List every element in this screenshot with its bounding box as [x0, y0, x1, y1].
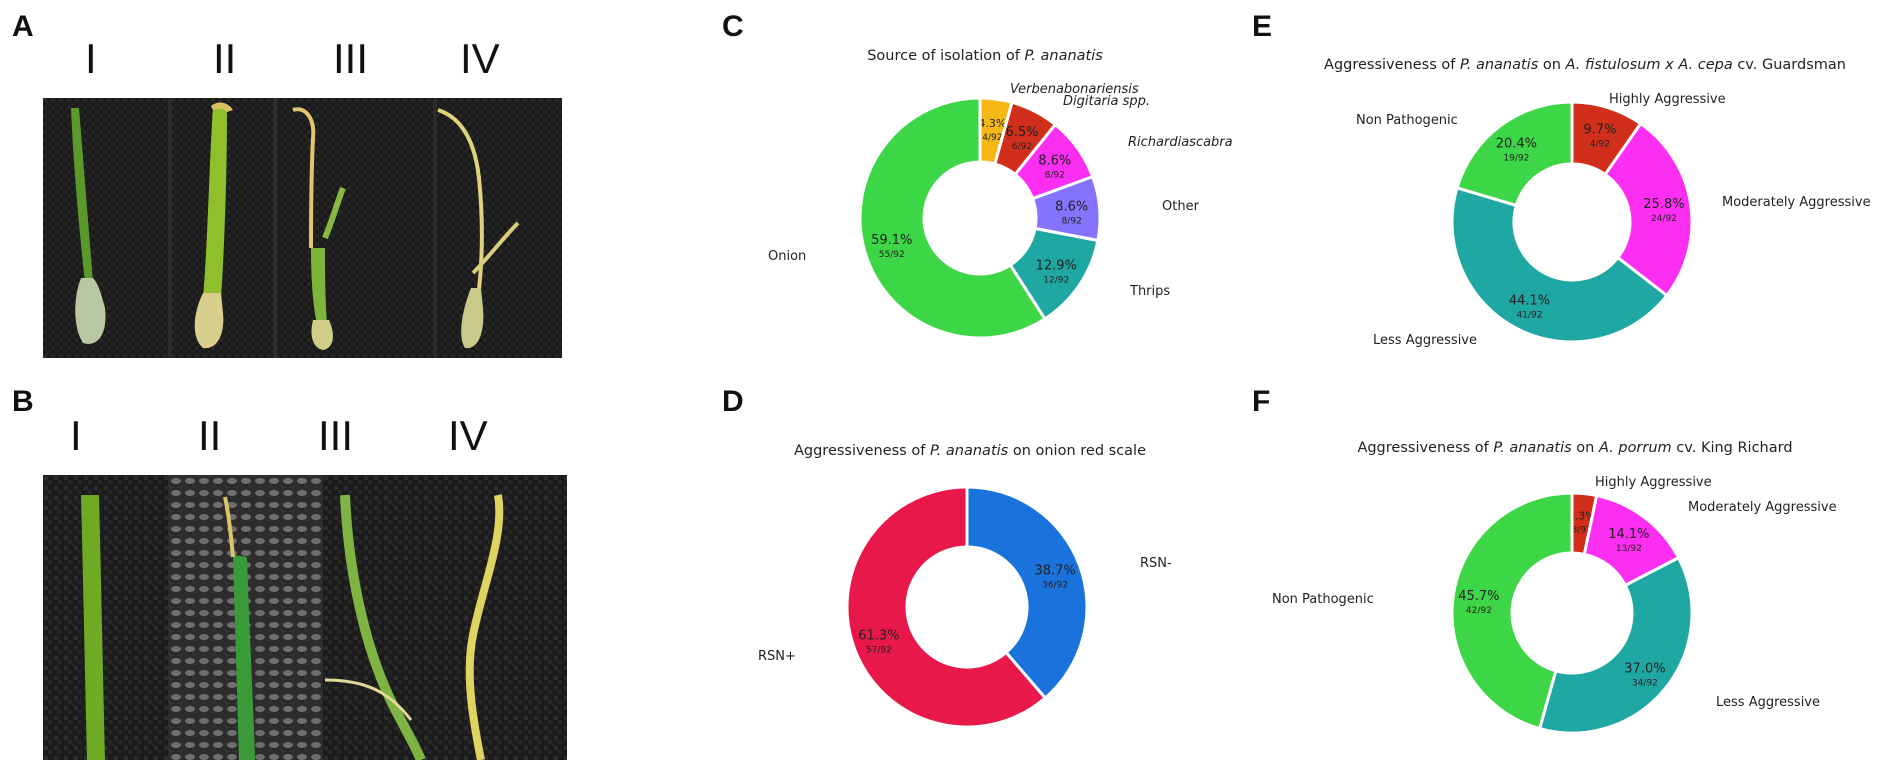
slice-count-label: 57/92	[866, 646, 892, 656]
slice-count-label: 34/92	[1632, 678, 1658, 688]
slice-count-label: 4/92	[982, 133, 1002, 143]
chart-title-part: cv. Guardsman	[1733, 57, 1846, 73]
slice-percent-label: 44.1%	[1509, 294, 1550, 309]
photo-b-label-4: IV	[448, 412, 488, 459]
chart-title-part: P. ananatis	[1025, 48, 1104, 64]
chart-title-part: Aggressiveness of	[794, 443, 930, 459]
chart-title-part: A. porrum	[1598, 440, 1672, 456]
slice-percent-label: 25.8%	[1643, 197, 1684, 212]
slice-category-label: Moderately Aggressive	[1688, 500, 1837, 515]
photo-panel-b	[43, 475, 567, 760]
pie-slice-rsn-	[965, 485, 1089, 701]
slice-category-label: Less Aggressive	[1716, 695, 1820, 710]
chart-title-part: P. ananatis	[1493, 440, 1572, 456]
panel-label-f: F	[1252, 385, 1271, 418]
pie-chart-f: Aggressiveness of P. ananatis on A. porr…	[1272, 440, 1837, 735]
chart-title-part: A. fistulosum x A. cepa	[1565, 57, 1733, 73]
pie-slice-less-aggressive	[1537, 555, 1694, 735]
slice-category-label: Verbenabonariensis	[1010, 82, 1139, 97]
chart-title-part: cv. King Richard	[1672, 440, 1793, 456]
chart-title-part: Source of isolation of	[867, 48, 1024, 64]
photo-b-label-3: III	[318, 412, 354, 459]
slice-category-label: RSN-	[1140, 556, 1172, 571]
pie-slice-rsn-	[845, 485, 1048, 729]
slice-category-label: Highly Aggressive	[1609, 92, 1726, 107]
slice-count-label: 19/92	[1503, 153, 1529, 163]
slice-category-label: Moderately Aggressive	[1722, 195, 1871, 210]
slice-percent-label: 37.0%	[1624, 661, 1665, 676]
slice-count-label: 36/92	[1042, 580, 1068, 590]
slice-category-label: Thrips	[1129, 284, 1170, 299]
panel-label-c: C	[722, 10, 744, 43]
panel-label-d: D	[722, 385, 744, 418]
chart-title: Source of isolation of P. ananatis	[867, 48, 1103, 64]
photo-a-label-3: III	[333, 35, 369, 82]
pie-slice-non-pathogenic	[1455, 100, 1574, 208]
pie-chart-c: Source of isolation of P. ananatis 4.3% 4/…	[768, 48, 1233, 340]
chart-title-part: on	[1572, 440, 1599, 456]
slice-count-label: 6/92	[1012, 142, 1032, 152]
slice-category-label: Other	[1162, 199, 1200, 214]
pie-chart-d: Aggressiveness of P. ananatis on onion r…	[758, 443, 1172, 729]
slice-count-label: 3/92	[1572, 526, 1592, 536]
slice-percent-label: 38.7%	[1034, 563, 1075, 578]
photo-panel-a	[43, 98, 562, 358]
slice-category-label: Onion	[768, 249, 806, 264]
slice-category-label: Highly Aggressive	[1595, 475, 1712, 490]
photo-a-label-4: IV	[460, 35, 500, 82]
slice-count-label: 8/92	[1062, 216, 1082, 226]
pie-slice-moderately-aggressive	[1603, 121, 1694, 298]
seedling-photo-a	[43, 98, 562, 358]
slice-percent-label: 4.3%	[978, 117, 1006, 130]
pie-slice-non-pathogenic	[1450, 491, 1574, 731]
slice-percent-label: 8.6%	[1038, 153, 1071, 168]
photo-b-label-2: II	[198, 412, 222, 459]
photo-a-label-1: I	[85, 35, 97, 82]
chart-title-part: on	[1538, 57, 1565, 73]
slice-percent-label: 6.5%	[1006, 125, 1039, 140]
slice-count-label: 13/92	[1616, 544, 1642, 554]
chart-title: Aggressiveness of P. ananatis on A. porr…	[1357, 440, 1792, 456]
slice-category-label: Richardiascabra	[1128, 135, 1233, 150]
seedling-photo-b	[43, 475, 567, 760]
slice-count-label: 8/92	[1045, 170, 1065, 180]
chart-title-part: Aggressiveness of	[1357, 440, 1493, 456]
slice-percent-label: 3.3%	[1568, 510, 1596, 523]
slice-category-label: Digitaria spp.	[1063, 94, 1150, 109]
slice-count-label: 55/92	[879, 250, 905, 260]
slice-count-label: 42/92	[1466, 606, 1492, 616]
slice-category-label: Non Pathogenic	[1272, 592, 1374, 607]
pie-slice-onion	[858, 96, 1048, 340]
slice-percent-label: 20.4%	[1496, 136, 1537, 151]
chart-title-part: P. ananatis	[930, 443, 1009, 459]
slice-category-label: Less Aggressive	[1373, 333, 1477, 348]
slice-percent-label: 8.6%	[1055, 199, 1088, 214]
photo-a-label-2: II	[213, 35, 237, 82]
slice-percent-label: 9.7%	[1583, 122, 1616, 137]
chart-title-part: Aggressiveness of	[1324, 57, 1460, 73]
slice-percent-label: 61.3%	[858, 629, 899, 644]
slice-category-label: Non Pathogenic	[1356, 113, 1458, 128]
slice-count-label: 41/92	[1517, 311, 1543, 321]
slice-count-label: 24/92	[1651, 214, 1677, 224]
chart-title-part: P. ananatis	[1460, 57, 1539, 73]
photo-b-label-1: I	[70, 412, 82, 459]
chart-title: Aggressiveness of P. ananatis on A. fist…	[1324, 57, 1846, 73]
slice-count-label: 12/92	[1043, 275, 1069, 285]
slice-percent-label: 12.9%	[1036, 258, 1077, 273]
slice-category-label: RSN+	[758, 649, 796, 664]
panel-label-b: B	[12, 385, 34, 418]
pie-chart-e: Aggressiveness of P. ananatis on A. fist…	[1324, 57, 1871, 348]
panel-label-e: E	[1252, 10, 1273, 43]
slice-percent-label: 59.1%	[871, 233, 912, 248]
slice-percent-label: 45.7%	[1458, 589, 1499, 604]
panel-label-a: A	[12, 10, 34, 43]
pie-slice-less-aggressive	[1450, 185, 1669, 344]
chart-title-part: on onion red scale	[1008, 443, 1146, 459]
slice-percent-label: 14.1%	[1608, 527, 1649, 542]
chart-title: Aggressiveness of P. ananatis on onion r…	[794, 443, 1146, 459]
slice-count-label: 4/92	[1590, 139, 1610, 149]
